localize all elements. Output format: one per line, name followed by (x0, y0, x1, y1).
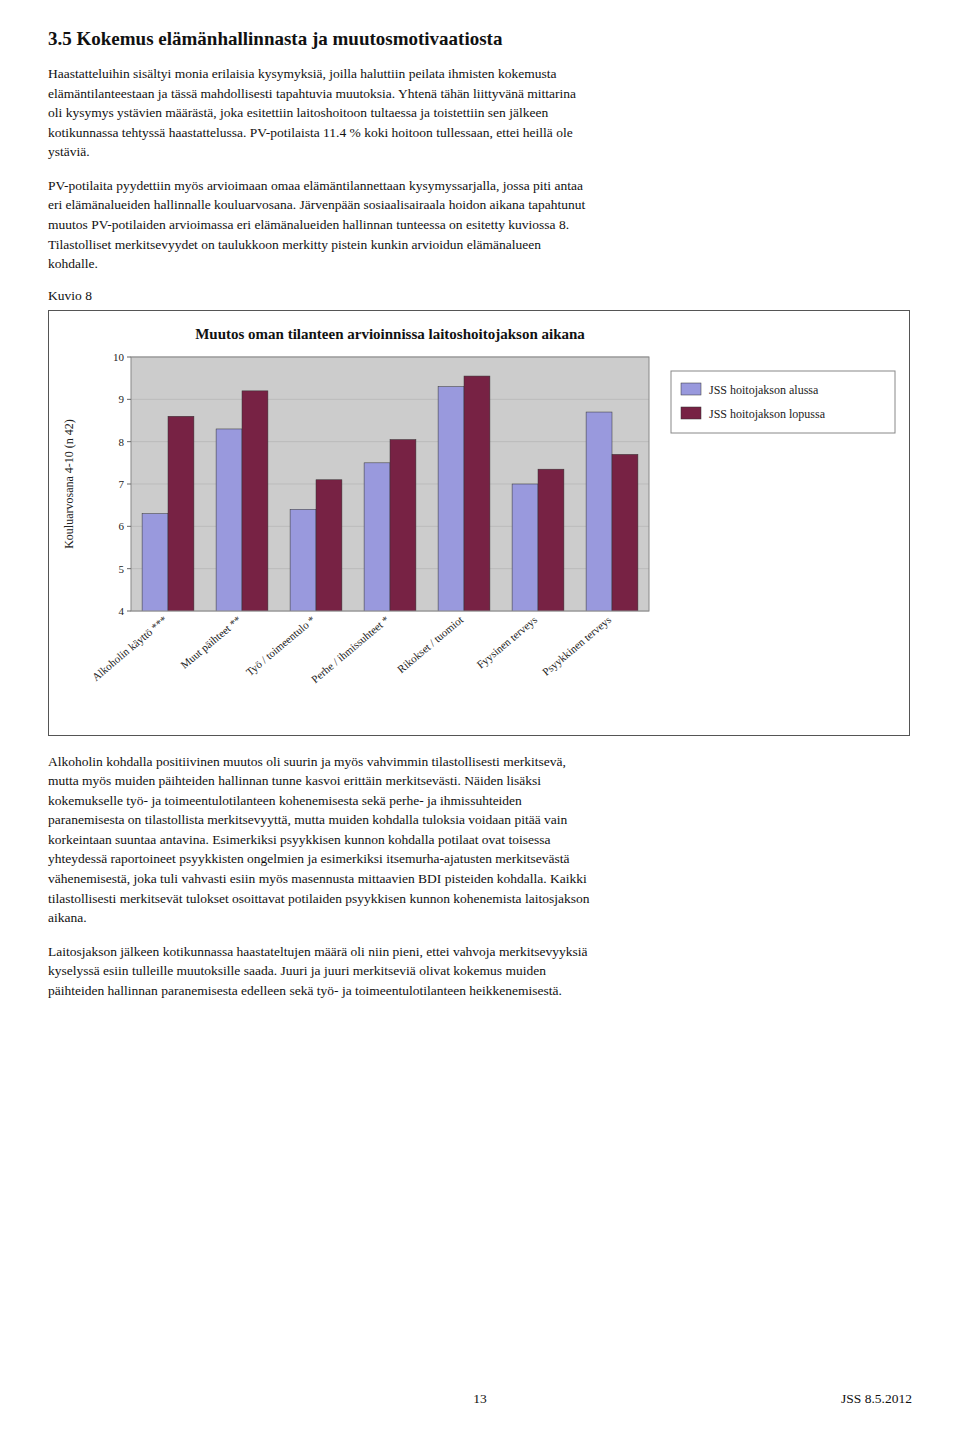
body-paragraph: Laitosjakson jälkeen kotikunnassa haasta… (48, 942, 928, 1001)
legend-label: JSS hoitojakson lopussa (709, 407, 826, 421)
legend-swatch (681, 383, 701, 395)
figure-label: Kuvio 8 (48, 288, 928, 304)
x-tick-label: Perhe / ihmissuhteet * (309, 613, 391, 685)
x-tick-label: Fyysinen terveys (474, 613, 539, 670)
legend-swatch (681, 407, 701, 419)
chart-title: Muutos oman tilanteen arvioinnissa laito… (195, 326, 585, 342)
y-tick-label: 6 (119, 520, 125, 532)
bar (168, 416, 194, 611)
y-tick (127, 356, 131, 357)
y-tick-label: 5 (119, 562, 125, 574)
bar (538, 469, 564, 611)
bar (438, 386, 464, 610)
body-paragraph: Alkoholin kohdalla positiivinen muutos o… (48, 752, 928, 928)
x-tick-label: Alkoholin käyttö *** (89, 613, 169, 683)
plot-frame (131, 357, 649, 611)
grid-line (131, 398, 649, 399)
y-tick-label: 4 (119, 605, 125, 617)
y-tick (127, 525, 131, 526)
y-tick-label: 7 (119, 478, 125, 490)
body-paragraph: Haastatteluihin sisältyi monia erilaisia… (48, 64, 928, 162)
x-tick-label: Rikokset / tuomiot (395, 613, 465, 675)
y-tick-label: 9 (119, 393, 125, 405)
legend: JSS hoitojakson alussa JSS hoitojakson lo… (671, 371, 895, 433)
chart-box: 4 5 6 7 8 9 10 Alkoholin käyttö ***Muut päihtee… (48, 310, 910, 736)
bar (364, 462, 390, 610)
y-tick-label: 10 (113, 351, 125, 363)
x-tick-label: Työ / toimeentulo * (243, 613, 317, 678)
y-axis-label: Kouluarvosana 4-10 (n 42) (62, 419, 76, 549)
page-date: JSS 8.5.2012 (841, 1391, 912, 1407)
y-tick (127, 610, 131, 611)
chart: 4 5 6 7 8 9 10 Alkoholin käyttö ***Muut päihtee… (49, 311, 909, 731)
legend-label: JSS hoitojakson alussa (709, 383, 819, 397)
bar (512, 484, 538, 611)
page-number: 13 (0, 1391, 960, 1407)
bar (316, 479, 342, 610)
body-paragraph: PV-potilaita pyydettiin myös arvioimaan … (48, 176, 928, 274)
y-tick-label: 8 (119, 435, 125, 447)
bar (290, 509, 316, 611)
bar (464, 376, 490, 611)
y-tick (127, 568, 131, 569)
bar (586, 412, 612, 611)
bar (612, 454, 638, 611)
y-tick (127, 441, 131, 442)
bars (142, 376, 638, 611)
x-tick-label: Psyykkinen terveys (540, 613, 613, 677)
y-tick (127, 398, 131, 399)
bar (142, 513, 168, 610)
legend-frame (671, 371, 895, 433)
page: 3.5 Kokemus elämänhallinnasta ja muutosm… (48, 28, 928, 1014)
x-tick-label: Muut päihteet ** (178, 613, 243, 671)
bar (242, 390, 268, 610)
bar (390, 439, 416, 610)
bar (216, 429, 242, 611)
y-tick (127, 483, 131, 484)
section-title: 3.5 Kokemus elämänhallinnasta ja muutosm… (48, 28, 928, 50)
